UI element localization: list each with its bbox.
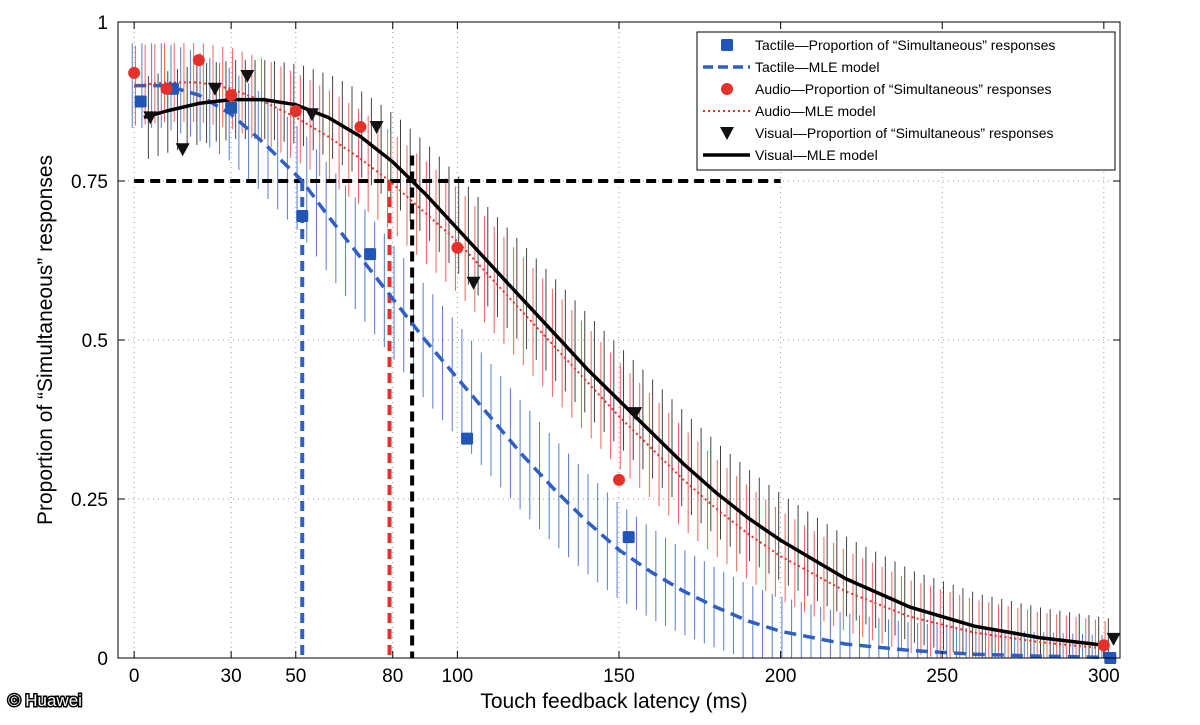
x-tick-label: 30	[221, 666, 242, 687]
data-point	[364, 248, 377, 261]
data-point	[461, 432, 474, 445]
tick-layer: 0 30 50 80 100 150 200 250 300 0 0.25 0.5 0.75 1	[71, 13, 1120, 687]
x-tick-label: 150	[603, 666, 635, 687]
data-point	[289, 105, 302, 118]
data-point	[175, 143, 190, 157]
x-tick-label: 0	[129, 666, 140, 687]
legend-label: Visual—Proportion of “Simultaneous” resp…	[755, 125, 1054, 141]
data-point	[225, 89, 238, 102]
x-tick-label: 80	[382, 666, 403, 687]
data-point	[143, 111, 158, 125]
legend-label: Visual—MLE model	[755, 147, 878, 163]
data-point	[192, 54, 205, 67]
legend-marker	[720, 127, 734, 140]
y-tick-label: 0.75	[71, 172, 108, 193]
data-point	[466, 276, 481, 290]
model-curve	[134, 83, 1104, 660]
data-point	[628, 407, 643, 421]
y-tick-label: 1	[97, 13, 108, 34]
y-tick-label: 0	[97, 649, 108, 670]
data-point	[354, 120, 367, 133]
legend-label: Audio—Proportion of “Simultaneous” respo…	[755, 81, 1052, 97]
x-tick-label: 250	[926, 666, 958, 687]
model-curve	[143, 97, 1105, 648]
x-tick-label: 300	[1088, 666, 1120, 687]
x-tick-label: 200	[765, 666, 797, 687]
y-tick-label: 0.5	[82, 331, 108, 352]
data-point	[296, 209, 309, 222]
data-point	[225, 101, 238, 114]
model-curve	[134, 81, 1104, 650]
data-point	[160, 82, 173, 95]
data-point	[128, 66, 141, 79]
credit-text: © Huawei	[8, 691, 82, 710]
legend-marker	[721, 83, 733, 95]
data-point	[613, 473, 625, 486]
legend-label: Tactile—MLE model	[755, 59, 880, 75]
legend-marker	[721, 39, 733, 51]
y-axis-label: Proportion of “Simultaneous” responses	[34, 155, 57, 525]
x-tick-label: 100	[442, 666, 474, 687]
legend-box	[696, 31, 1116, 171]
legend: Tactile—Proportion of “Simultaneous” res…	[696, 31, 1116, 171]
data-point	[1097, 639, 1110, 652]
point-layer	[128, 54, 1121, 664]
x-axis-label: Touch feedback latency (ms)	[480, 690, 747, 713]
x-tick-label: 50	[285, 666, 306, 687]
data-point	[369, 120, 384, 134]
threshold-layer	[134, 155, 781, 658]
data-point	[1106, 632, 1121, 646]
data-point	[451, 241, 464, 254]
data-point	[207, 82, 222, 96]
y-tick-label: 0.25	[71, 490, 108, 511]
data-point	[134, 95, 147, 108]
legend-label: Audio—MLE model	[755, 103, 876, 119]
data-point	[622, 531, 635, 544]
data-point	[304, 108, 319, 122]
data-point	[240, 70, 255, 84]
curve-layer	[134, 81, 1105, 660]
legend-label: Tactile—Proportion of “Simultaneous” res…	[755, 37, 1055, 53]
